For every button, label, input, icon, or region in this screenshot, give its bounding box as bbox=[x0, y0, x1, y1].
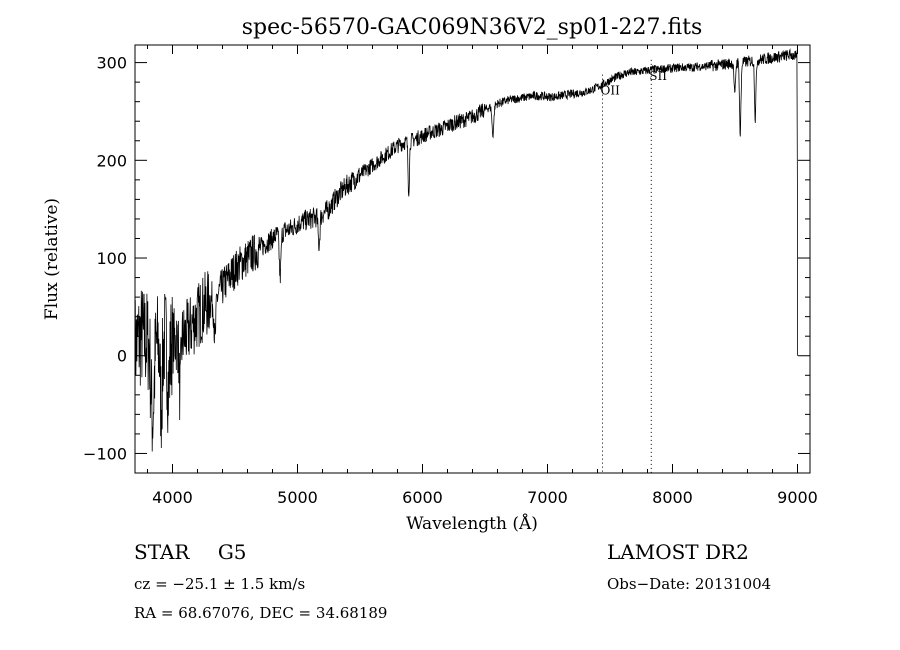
y-axis-label: Flux (relative) bbox=[42, 198, 62, 320]
x-axis-label: Wavelength (Å) bbox=[406, 513, 538, 534]
feature-markers: OII SII bbox=[601, 59, 667, 473]
y-tick-label: 200 bbox=[96, 151, 127, 170]
observation-date: Obs−Date: 20131004 bbox=[607, 575, 772, 593]
redshift-velocity: cz = −25.1 ± 1.5 km/s bbox=[134, 575, 306, 593]
object-class-line: STAR G5 bbox=[134, 540, 247, 564]
x-tick-label: 5000 bbox=[277, 488, 318, 507]
ra-dec-coordinates: RA = 68.67076, DEC = 34.68189 bbox=[134, 604, 388, 622]
object-subclass: G5 bbox=[217, 540, 247, 564]
x-tick-label: 7000 bbox=[527, 488, 568, 507]
y-tick-label: 300 bbox=[96, 54, 127, 73]
object-class: STAR bbox=[134, 540, 190, 564]
spectrum-line bbox=[134, 48, 798, 452]
x-tick-label: 8000 bbox=[652, 488, 693, 507]
y-axis-ticks: −100 0 100 200 300 bbox=[83, 54, 810, 463]
y-tick-label: −100 bbox=[83, 444, 127, 463]
survey-label: LAMOST DR2 bbox=[607, 540, 749, 564]
x-tick-label: 4000 bbox=[152, 488, 193, 507]
y-tick-label: 0 bbox=[117, 347, 127, 366]
feature-label: SII bbox=[649, 69, 667, 83]
chart-title: spec-56570-GAC069N36V2_sp01-227.fits bbox=[242, 15, 703, 40]
y-tick-label: 100 bbox=[96, 249, 127, 268]
x-axis-ticks: 4000 5000 6000 7000 8000 9000 bbox=[147, 45, 818, 507]
spectrum-series bbox=[134, 48, 798, 452]
x-tick-label: 6000 bbox=[402, 488, 443, 507]
x-tick-label: 9000 bbox=[777, 488, 818, 507]
feature-label: OII bbox=[601, 84, 621, 98]
